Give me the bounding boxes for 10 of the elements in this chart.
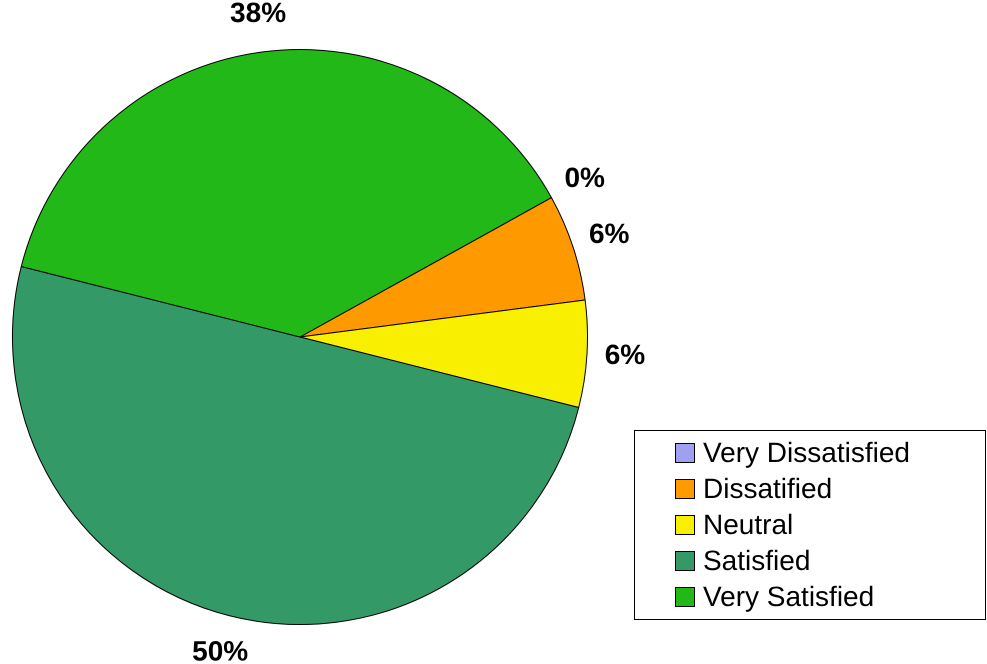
data-label: 50% (192, 635, 248, 664)
legend-label: Neutral (703, 509, 794, 541)
legend-label: Very Dissatisfied (703, 437, 910, 469)
legend-label: Dissatified (703, 473, 832, 505)
data-label: 6% (604, 339, 646, 370)
text: 0% (564, 162, 605, 193)
data-label: 6% (588, 218, 630, 250)
legend-label: Satisfied (703, 545, 810, 577)
legend-label: Very Satisfied (703, 581, 874, 613)
data-label: 38% (230, 0, 286, 28)
